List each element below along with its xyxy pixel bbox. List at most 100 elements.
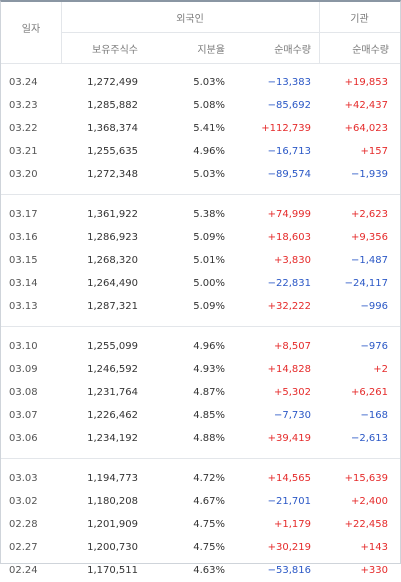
cell-inst-net: +2,400	[350, 496, 388, 507]
cell-inst-net: +2,623	[350, 209, 388, 220]
cell-date: 03.13	[9, 301, 38, 312]
cell-inst-net: +143	[360, 542, 388, 553]
header-ratio: 지분율	[197, 45, 225, 56]
cell-foreign-net: −21,701	[267, 496, 311, 507]
cell-inst-net: −168	[360, 410, 388, 421]
cell-ratio: 4.96%	[193, 146, 225, 157]
group-separator	[1, 194, 400, 195]
cell-date: 03.24	[9, 77, 38, 88]
table-row: 03.17 1,361,922 5.38% +74,999 +2,623	[1, 203, 400, 226]
cell-ratio: 5.03%	[193, 169, 225, 180]
cell-inst-net: +157	[360, 146, 388, 157]
table-row: 03.10 1,255,099 4.96% +8,507 −976	[1, 335, 400, 358]
cell-ratio: 4.75%	[193, 542, 225, 553]
cell-ratio: 4.75%	[193, 519, 225, 530]
cell-date: 03.07	[9, 410, 38, 421]
cell-foreign-net: +30,219	[267, 542, 311, 553]
group-separator	[1, 458, 400, 459]
cell-date: 03.06	[9, 433, 38, 444]
table-row: 03.03 1,194,773 4.72% +14,565 +15,639	[1, 467, 400, 490]
cell-foreign-net: +8,507	[273, 341, 311, 352]
cell-inst-net: +64,023	[344, 123, 388, 134]
cell-holdings: 1,246,592	[87, 364, 138, 375]
group-spacer	[1, 195, 400, 203]
cell-foreign-net: +5,302	[273, 387, 311, 398]
group-spacer	[1, 318, 400, 326]
cell-date: 02.24	[9, 565, 38, 576]
table-row: 03.20 1,272,348 5.03% −89,574 −1,939	[1, 163, 400, 186]
table-row: 03.15 1,268,320 5.01% +3,830 −1,487	[1, 249, 400, 272]
cell-ratio: 5.00%	[193, 278, 225, 289]
cell-inst-net: −976	[360, 341, 388, 352]
cell-ratio: 4.85%	[193, 410, 225, 421]
cell-foreign-net: +39,419	[267, 433, 311, 444]
cell-holdings: 1,201,909	[87, 519, 138, 530]
cell-holdings: 1,180,208	[87, 496, 138, 507]
cell-foreign-net: +112,739	[261, 123, 311, 134]
cell-holdings: 1,200,730	[87, 542, 138, 553]
cell-holdings: 1,272,348	[87, 169, 138, 180]
cell-holdings: 1,170,511	[87, 565, 138, 576]
header-foreign: 외국인	[176, 14, 204, 25]
header-divider-date	[61, 2, 62, 64]
table-row: 03.14 1,264,490 5.00% −22,831 −24,117	[1, 272, 400, 295]
cell-holdings: 1,234,192	[87, 433, 138, 444]
cell-inst-net: −1,487	[350, 255, 388, 266]
cell-inst-net: +6,261	[350, 387, 388, 398]
cell-foreign-net: +18,603	[267, 232, 311, 243]
cell-ratio: 5.09%	[193, 232, 225, 243]
group-spacer	[1, 459, 400, 467]
table-row: 03.06 1,234,192 4.88% +39,419 −2,613	[1, 427, 400, 450]
table-row: 02.28 1,201,909 4.75% +1,179 +22,458	[1, 513, 400, 536]
cell-date: 02.28	[9, 519, 38, 530]
cell-ratio: 5.03%	[193, 77, 225, 88]
cell-holdings: 1,226,462	[87, 410, 138, 421]
cell-foreign-net: +3,830	[273, 255, 311, 266]
cell-holdings: 1,368,374	[87, 123, 138, 134]
cell-inst-net: −2,613	[350, 433, 388, 444]
cell-foreign-net: +32,222	[267, 301, 311, 312]
cell-date: 03.23	[9, 100, 38, 111]
header-inst-net: 순매수량	[352, 45, 389, 56]
cell-inst-net: +19,853	[344, 77, 388, 88]
table-row: 03.08 1,231,764 4.87% +5,302 +6,261	[1, 381, 400, 404]
cell-inst-net: +330	[360, 565, 388, 576]
group-separator	[1, 326, 400, 327]
cell-date: 03.22	[9, 123, 38, 134]
cell-holdings: 1,255,099	[87, 341, 138, 352]
cell-holdings: 1,231,764	[87, 387, 138, 398]
cell-date: 03.10	[9, 341, 38, 352]
cell-inst-net: +42,437	[344, 100, 388, 111]
cell-ratio: 5.38%	[193, 209, 225, 220]
cell-date: 03.16	[9, 232, 38, 243]
header-institution: 기관	[350, 14, 369, 25]
table-row: 03.07 1,226,462 4.85% −7,730 −168	[1, 404, 400, 427]
table-row: 02.24 1,170,511 4.63% −53,816 +330	[1, 559, 400, 582]
table-header-sub: 보유주식수 지분율 순매수량 순매수량	[1, 33, 400, 64]
cell-date: 03.14	[9, 278, 38, 289]
cell-holdings: 1,194,773	[87, 473, 138, 484]
cell-foreign-net: −89,574	[267, 169, 311, 180]
header-divider-inst	[319, 2, 320, 64]
table-row: 03.09 1,246,592 4.93% +14,828 +2	[1, 358, 400, 381]
cell-holdings: 1,255,635	[87, 146, 138, 157]
cell-ratio: 4.93%	[193, 364, 225, 375]
cell-ratio: 4.67%	[193, 496, 225, 507]
cell-date: 02.27	[9, 542, 38, 553]
cell-ratio: 5.41%	[193, 123, 225, 134]
cell-foreign-net: −53,816	[267, 565, 311, 576]
cell-ratio: 4.63%	[193, 565, 225, 576]
header-foreign-net: 순매수량	[274, 45, 311, 56]
cell-foreign-net: −13,383	[267, 77, 311, 88]
table-row: 02.27 1,200,730 4.75% +30,219 +143	[1, 536, 400, 559]
cell-foreign-net: −22,831	[267, 278, 311, 289]
cell-foreign-net: +14,828	[267, 364, 311, 375]
cell-date: 03.17	[9, 209, 38, 220]
table-row: 03.23 1,285,882 5.08% −85,692 +42,437	[1, 94, 400, 117]
cell-date: 03.20	[9, 169, 38, 180]
cell-foreign-net: −7,730	[273, 410, 311, 421]
group-spacer	[1, 327, 400, 335]
cell-holdings: 1,287,321	[87, 301, 138, 312]
table-row: 03.13 1,287,321 5.09% +32,222 −996	[1, 295, 400, 318]
cell-ratio: 5.01%	[193, 255, 225, 266]
